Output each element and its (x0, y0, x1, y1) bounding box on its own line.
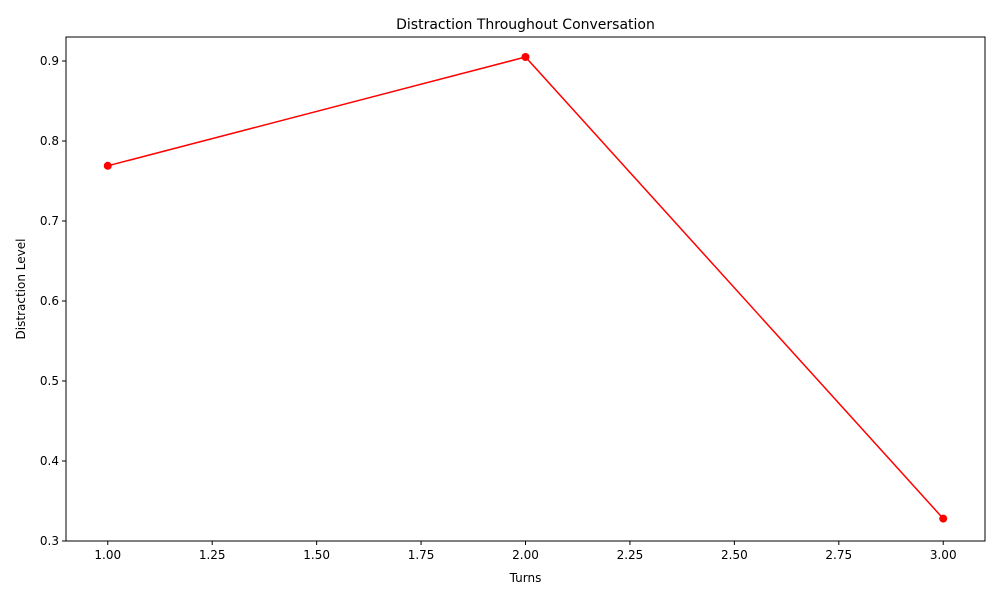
x-tick-label: 1.00 (94, 548, 121, 562)
series-layer (103, 53, 948, 523)
x-axis-label: Turns (509, 571, 542, 585)
data-point (939, 514, 948, 523)
y-tick-label: 0.9 (40, 54, 59, 68)
y-tick-label: 0.5 (40, 374, 59, 388)
y-tick-label: 0.7 (40, 214, 59, 228)
x-tick-label: 1.50 (303, 548, 330, 562)
x-tick-label: 2.75 (825, 548, 852, 562)
y-axis-ticks: 0.3 0.4 0.5 0.6 0.7 0.8 0.9 (40, 54, 66, 548)
x-tick-label: 3.00 (930, 548, 957, 562)
y-tick-label: 0.3 (40, 534, 59, 548)
y-axis-label: Distraction Level (14, 239, 28, 340)
x-tick-label: 2.00 (512, 548, 539, 562)
x-axis-ticks: 1.00 1.25 1.50 1.75 2.00 2.25 2.50 2.75 3.00 (94, 541, 957, 562)
x-tick-label: 1.25 (199, 548, 226, 562)
x-tick-label: 2.25 (617, 548, 644, 562)
x-tick-label: 2.50 (721, 548, 748, 562)
data-point (521, 53, 530, 61)
plot-frame (65, 36, 986, 542)
x-tick-label: 1.75 (408, 548, 435, 562)
chart-title: Distraction Throughout Conversation (396, 17, 655, 33)
series-line (107, 56, 944, 520)
y-tick-label: 0.6 (40, 294, 59, 308)
data-point (103, 161, 112, 170)
y-tick-label: 0.4 (40, 454, 59, 468)
y-tick-label: 0.8 (40, 134, 59, 148)
